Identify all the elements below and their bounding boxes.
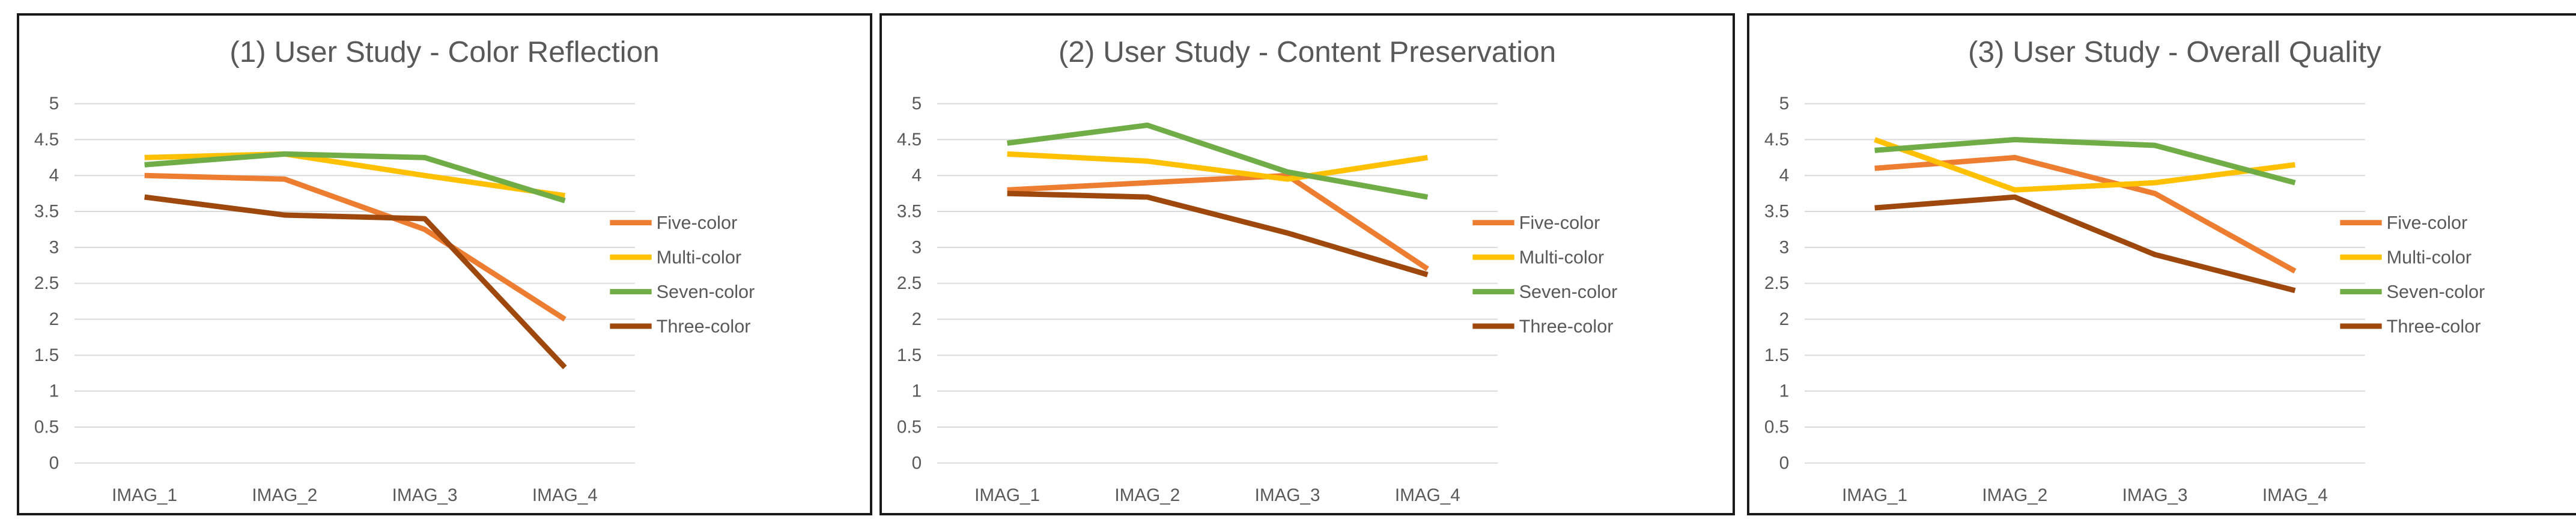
series-line-three-color <box>1007 190 1429 278</box>
x-tick-label: IMAG_4 <box>2262 485 2328 505</box>
y-tick-label: 3.5 <box>1764 202 1789 222</box>
y-tick-label: 4 <box>912 166 922 186</box>
series-line-seven-color <box>1874 136 2296 186</box>
legend-label: Seven-color <box>657 281 755 302</box>
x-tick-label: IMAG_2 <box>252 485 317 505</box>
y-tick-label: 0.5 <box>1764 417 1789 437</box>
y-tick-label: 3.5 <box>897 202 922 222</box>
x-tick-label: IMAG_1 <box>974 485 1040 505</box>
y-tick-label: 0.5 <box>897 417 922 437</box>
x-tick-label: IMAG_3 <box>2122 485 2188 505</box>
y-tick-label: 3 <box>49 237 59 257</box>
legend-label: Five-color <box>2387 212 2468 233</box>
series-line-multi-color <box>1874 137 2295 193</box>
y-tick-label: 1.5 <box>1764 345 1789 365</box>
y-tick-label: 3 <box>912 237 922 257</box>
y-tick-label: 1.5 <box>897 345 922 365</box>
legend-label: Multi-color <box>657 247 742 268</box>
y-tick-label: 1 <box>1779 381 1790 401</box>
y-tick-label: 1 <box>49 381 59 401</box>
y-tick-label: 4.5 <box>34 130 59 150</box>
series-line-five-color <box>144 172 567 322</box>
series-line-three-color <box>144 194 567 369</box>
y-tick-label: 0.5 <box>34 417 59 437</box>
y-tick-label: 4.5 <box>897 130 922 150</box>
y-tick-label: 5 <box>49 94 59 114</box>
series-line-seven-color <box>1007 122 1429 200</box>
legend-label: Seven-color <box>1519 281 1618 302</box>
y-tick-label: 4 <box>1779 166 1790 186</box>
series-line-five-color <box>1007 172 1429 272</box>
y-tick-label: 5 <box>1779 94 1790 114</box>
y-tick-label: 2.5 <box>897 273 922 293</box>
chart-title: (1) User Study - Color Reflection <box>229 35 659 68</box>
x-tick-label: IMAG_2 <box>1982 485 2047 505</box>
y-tick-label: 0 <box>912 453 922 473</box>
y-tick-label: 2.5 <box>1764 273 1789 293</box>
x-tick-label: IMAG_2 <box>1114 485 1180 505</box>
legend-label: Multi-color <box>2387 247 2472 268</box>
series-line-multi-color <box>1007 151 1429 182</box>
series-line-seven-color <box>144 151 566 204</box>
y-tick-label: 3 <box>1779 237 1790 257</box>
chart-svg-1: (1) User Study - Color Reflection 0 0.5 1 1.… <box>34 35 755 505</box>
series-line-multi-color <box>144 151 565 199</box>
x-tick-label: IMAG_1 <box>112 485 177 505</box>
chart-title: (3) User Study - Overall Quality <box>1968 35 2381 68</box>
x-tick-label: IMAG_4 <box>532 485 598 505</box>
series-line-three-color <box>1874 194 2296 293</box>
legend-label: Five-color <box>1519 212 1600 233</box>
x-tick-label: IMAG_4 <box>1395 485 1460 505</box>
chart-panel-2: (2) User Study - Content Preservation 0 0.… <box>879 13 1735 515</box>
chart-panel-3: (3) User Study - Overall Quality 0 0.5 1 1.5… <box>1747 13 2576 515</box>
chart-title: (2) User Study - Content Preservation <box>1059 35 1556 68</box>
legend-label: Three-color <box>657 316 751 337</box>
y-tick-label: 2 <box>912 309 922 329</box>
legend-label: Multi-color <box>1519 247 1605 268</box>
chart-svg-2: (2) User Study - Content Preservation 0 0.… <box>897 35 1618 505</box>
legend-label: Five-color <box>657 212 738 233</box>
y-tick-label: 2.5 <box>34 273 59 293</box>
y-tick-label: 4 <box>49 166 59 186</box>
y-tick-label: 3.5 <box>34 202 59 222</box>
legend-label: Three-color <box>2387 316 2481 337</box>
y-tick-label: 0 <box>49 453 59 473</box>
y-tick-label: 5 <box>912 94 922 114</box>
y-tick-label: 1.5 <box>34 345 59 365</box>
chart-svg-3: (3) User Study - Overall Quality 0 0.5 1 1.5… <box>1764 35 2485 505</box>
y-tick-label: 4.5 <box>1764 130 1789 150</box>
x-tick-label: IMAG_3 <box>392 485 458 505</box>
y-tick-label: 2 <box>49 309 59 329</box>
legend-label: Seven-color <box>2387 281 2485 302</box>
x-tick-label: IMAG_1 <box>1842 485 1907 505</box>
chart-panel-1: (1) User Study - Color Reflection 0 0.5 1 1.… <box>17 13 872 515</box>
y-tick-label: 1 <box>912 381 922 401</box>
y-tick-label: 0 <box>1779 453 1790 473</box>
x-tick-label: IMAG_3 <box>1255 485 1320 505</box>
y-tick-label: 2 <box>1779 309 1790 329</box>
legend-label: Three-color <box>1519 316 1614 337</box>
